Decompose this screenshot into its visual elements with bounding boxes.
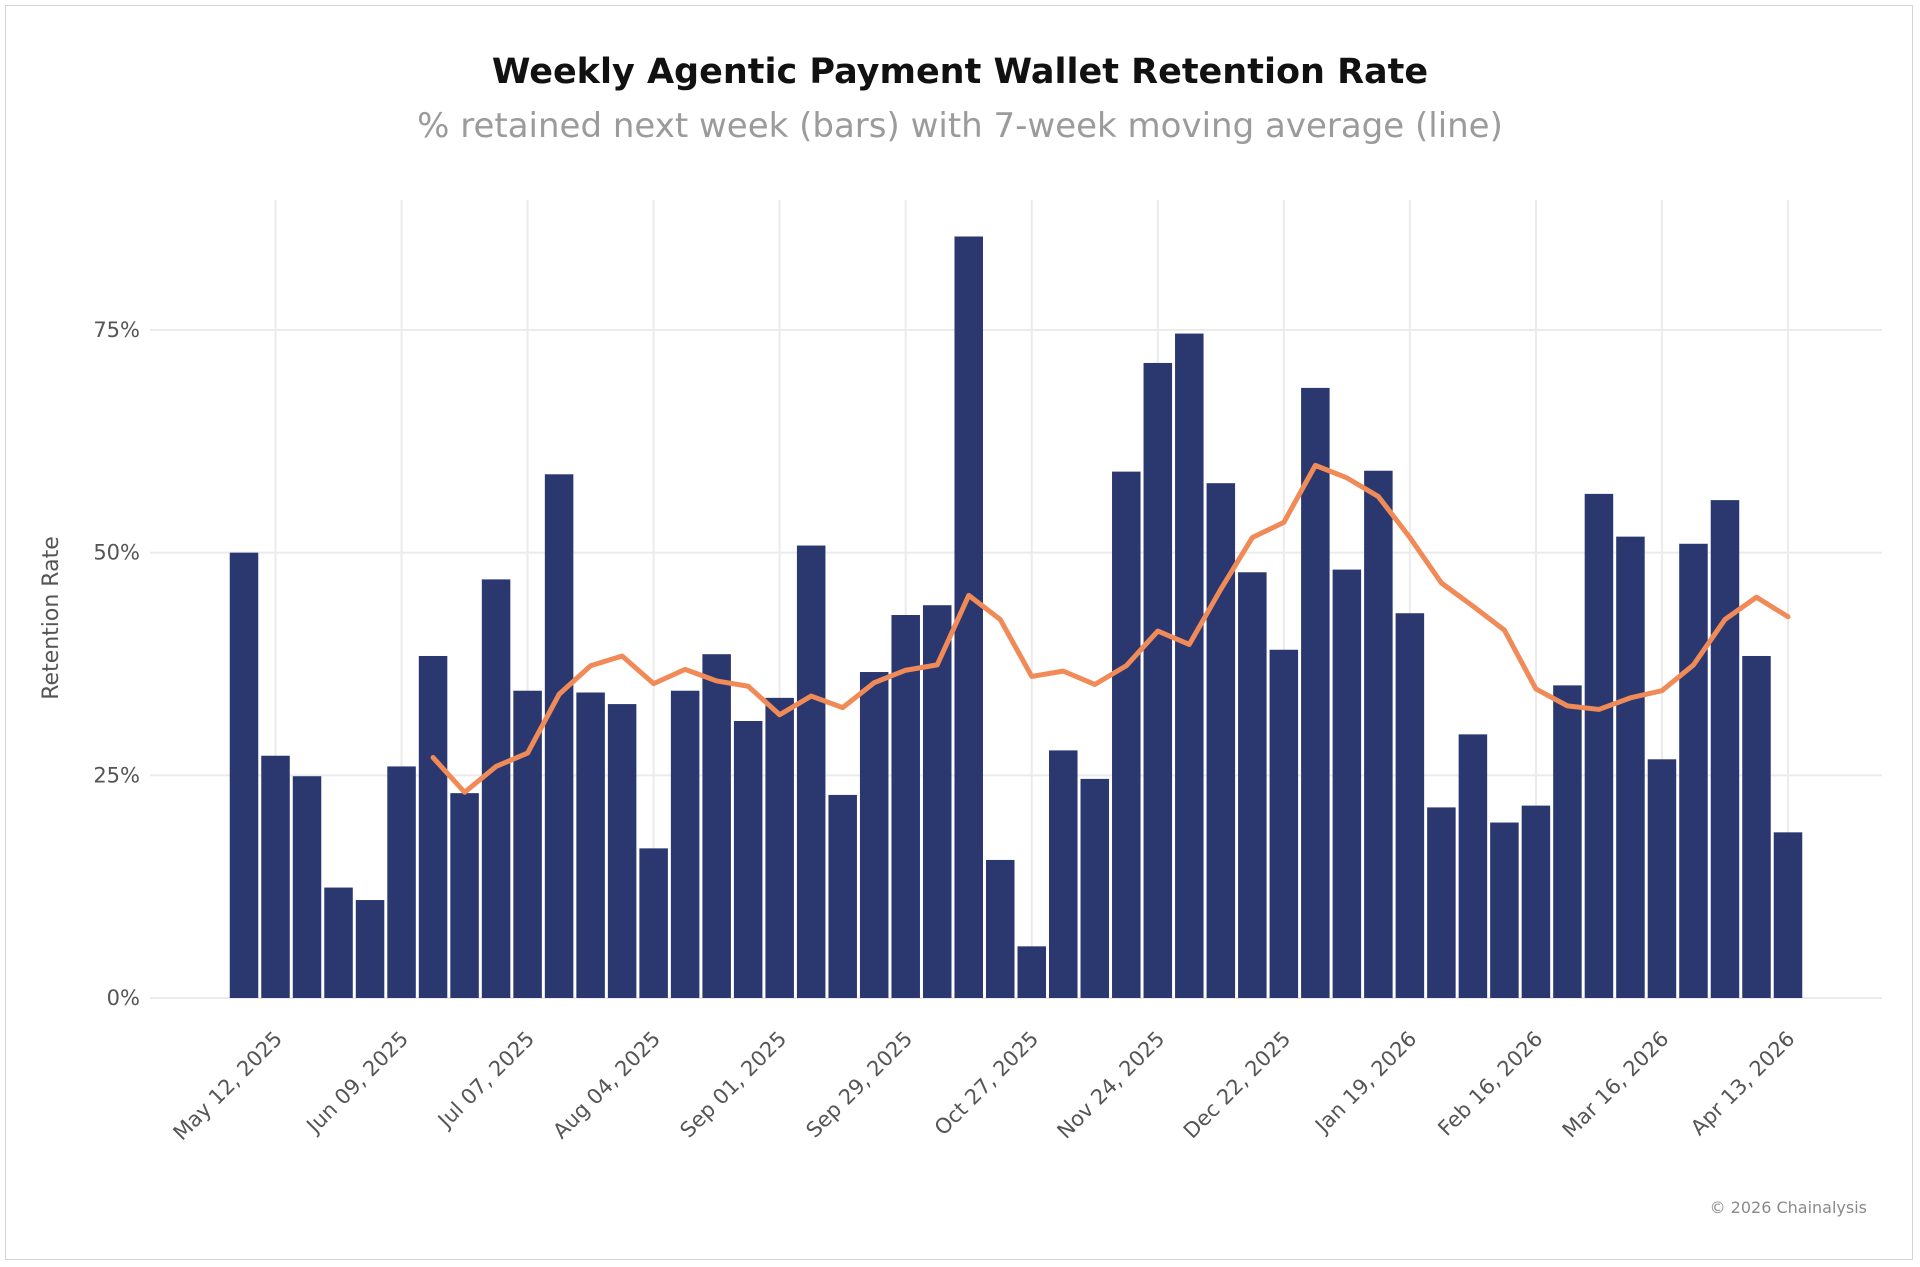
bar	[324, 887, 353, 998]
bar	[1458, 734, 1488, 998]
y-tick-label: 25%	[93, 763, 140, 787]
bar	[828, 794, 857, 998]
bar	[796, 545, 826, 998]
x-tick-label: Mar 16, 2026	[1558, 1027, 1674, 1143]
x-tick-label: Dec 22, 2025	[1179, 1027, 1296, 1144]
bar	[1490, 822, 1519, 998]
y-tick-label: 0%	[107, 986, 140, 1010]
bar	[1710, 500, 1740, 998]
moving-average-line	[430, 462, 1791, 795]
bar	[733, 721, 763, 998]
bar	[292, 776, 322, 998]
moving-average-series	[430, 462, 1791, 795]
bar	[1206, 483, 1236, 998]
y-axis-ticks: 0% 25% 50% 75%	[93, 318, 140, 1010]
x-tick-label: Oct 27, 2025	[930, 1027, 1043, 1140]
bar	[765, 697, 794, 998]
x-tick-label: Jul 07, 2025	[432, 1027, 539, 1134]
bar	[576, 692, 605, 998]
bar	[1521, 805, 1551, 998]
bar	[1175, 333, 1204, 999]
bar	[985, 859, 1015, 998]
bar	[1584, 493, 1614, 998]
bar	[355, 900, 385, 998]
x-tick-label: Sep 29, 2025	[801, 1027, 917, 1143]
x-tick-label: Sep 01, 2025	[675, 1027, 791, 1143]
bar	[1647, 759, 1677, 998]
bar	[1364, 470, 1393, 998]
bar	[1679, 543, 1708, 998]
chart-title: Weekly Agentic Payment Wallet Retention …	[491, 52, 1429, 92]
bars-series	[229, 236, 1803, 999]
bar	[481, 579, 511, 998]
bar	[1427, 807, 1456, 998]
bar	[1773, 832, 1803, 998]
bar	[922, 605, 952, 998]
x-tick-label: Nov 24, 2025	[1053, 1027, 1170, 1144]
bar	[1017, 946, 1047, 998]
bar	[261, 755, 290, 998]
x-tick-label: Aug 04, 2025	[548, 1027, 665, 1144]
bar	[450, 793, 479, 998]
x-tick-label: May 12, 2025	[169, 1027, 288, 1146]
chart-subtitle: % retained next week (bars) with 7-week …	[417, 106, 1503, 146]
bar	[607, 704, 637, 998]
bar	[1616, 536, 1645, 998]
bar	[1332, 569, 1362, 998]
y-tick-label: 75%	[93, 318, 140, 342]
bar	[387, 766, 416, 998]
bar	[859, 672, 889, 998]
y-tick-label: 50%	[93, 541, 140, 565]
bar	[513, 690, 542, 998]
y-axis-title: Retention Rate	[39, 536, 64, 700]
x-tick-label: Apr 13, 2026	[1686, 1027, 1800, 1141]
copyright-credit: © 2026 Chainalysis	[1709, 1198, 1867, 1217]
bar	[891, 615, 920, 998]
bar	[229, 552, 259, 998]
x-tick-label: Jan 19, 2026	[1309, 1027, 1421, 1139]
bar	[1301, 387, 1330, 999]
bar	[1080, 778, 1110, 998]
bar	[1238, 572, 1267, 998]
bar	[1049, 750, 1078, 998]
bar	[670, 690, 700, 998]
bar	[418, 655, 448, 998]
x-axis-ticks: May 12, 2025 Jun 09, 2025 Jul 07, 2025 Aug …	[169, 1027, 1800, 1146]
bar	[1395, 613, 1425, 998]
bar	[1742, 655, 1771, 998]
x-tick-label: Jun 09, 2025	[301, 1027, 413, 1139]
bar	[639, 848, 668, 998]
bar	[1112, 471, 1141, 999]
bar	[544, 474, 574, 999]
bar	[1143, 362, 1173, 998]
bar	[1553, 685, 1582, 998]
x-tick-label: Feb 16, 2026	[1433, 1027, 1547, 1141]
bar	[702, 654, 731, 998]
bar	[1269, 649, 1299, 998]
